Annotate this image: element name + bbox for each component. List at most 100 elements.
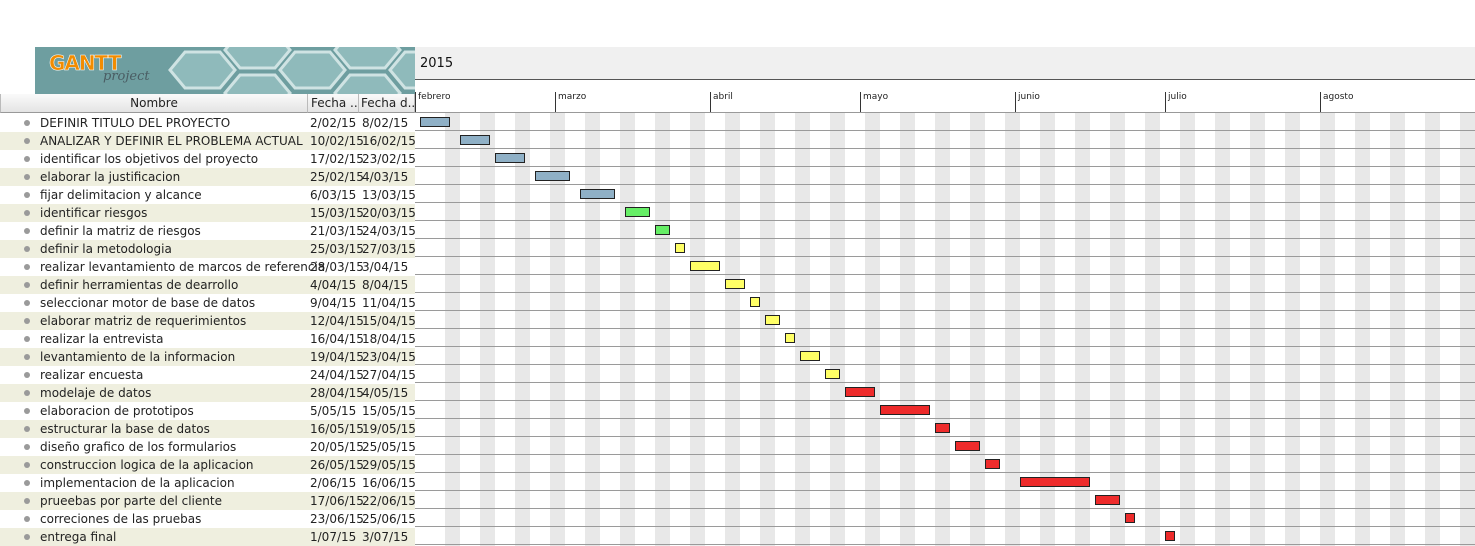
task-bar[interactable] xyxy=(845,387,875,397)
task-name: realizar encuesta xyxy=(40,368,144,382)
task-bullet-icon xyxy=(24,462,30,468)
weekend-band xyxy=(1425,113,1440,546)
task-bar[interactable] xyxy=(495,153,525,163)
task-name: implementacion de la aplicacion xyxy=(40,476,235,490)
task-row[interactable]: ANALIZAR Y DEFINIR EL PROBLEMA ACTUAL 10/… xyxy=(0,132,416,150)
task-row[interactable]: definir la metodologia 25/03/15 27/03/15 xyxy=(0,240,416,258)
task-bar[interactable] xyxy=(800,351,820,361)
task-bar[interactable] xyxy=(690,261,720,271)
weekend-band xyxy=(585,113,600,546)
task-bar[interactable] xyxy=(420,117,450,127)
task-row[interactable]: levantamiento de la informacion 19/04/15 2… xyxy=(0,348,416,366)
task-bar[interactable] xyxy=(625,207,650,217)
task-bar[interactable] xyxy=(1165,531,1175,541)
task-bar[interactable] xyxy=(580,189,615,199)
task-start-date: 28/03/15 xyxy=(310,260,364,274)
weekend-band xyxy=(480,113,495,546)
task-row[interactable]: identificar los objetivos del proyecto 17… xyxy=(0,150,416,168)
task-row[interactable]: diseño grafico de los formularios 20/05/1… xyxy=(0,438,416,456)
task-bar[interactable] xyxy=(725,279,745,289)
task-name: prueebas por parte del cliente xyxy=(40,494,222,508)
task-bullet-icon xyxy=(24,120,30,126)
month-label: junio xyxy=(1015,92,1040,112)
weekend-band xyxy=(1390,113,1405,546)
task-row[interactable]: prueebas por parte del cliente 17/06/15 22… xyxy=(0,492,416,510)
task-bullet-icon xyxy=(24,174,30,180)
weekend-band xyxy=(1320,113,1335,546)
task-name: correciones de las pruebas xyxy=(40,512,202,526)
task-end-date: 16/02/15 xyxy=(362,134,416,148)
task-bar[interactable] xyxy=(955,441,980,451)
task-row[interactable]: fijar delimitacion y alcance 6/03/15 13/03… xyxy=(0,186,416,204)
task-row[interactable]: realizar encuesta 24/04/15 27/04/15 xyxy=(0,366,416,384)
row-grid-line xyxy=(415,202,1475,203)
column-header-name[interactable]: Nombre xyxy=(0,94,308,113)
task-end-date: 15/04/15 xyxy=(362,314,416,328)
task-bar[interactable] xyxy=(750,297,760,307)
task-start-date: 9/04/15 xyxy=(310,296,357,310)
task-name: definir la matriz de riesgos xyxy=(40,224,201,238)
task-bar[interactable] xyxy=(535,171,570,181)
task-row[interactable]: elaboracion de prototipos 5/05/15 15/05/15 xyxy=(0,402,416,420)
task-bullet-icon xyxy=(24,156,30,162)
weekend-band xyxy=(935,113,950,546)
weekend-band xyxy=(1110,113,1125,546)
column-header-start[interactable]: Fecha ... xyxy=(308,94,359,113)
task-row[interactable]: definir la matriz de riesgos 21/03/15 24/0… xyxy=(0,222,416,240)
ganttproject-logo: GANTT project xyxy=(35,47,415,94)
task-bullet-icon xyxy=(24,444,30,450)
weekend-band xyxy=(830,113,845,546)
task-end-date: 3/07/15 xyxy=(362,530,409,544)
task-row[interactable]: modelaje de datos 28/04/15 4/05/15 xyxy=(0,384,415,402)
task-row[interactable]: construccion logica de la aplicacion 26/0… xyxy=(0,456,416,474)
task-name: DEFINIR TITULO DEL PROYECTO xyxy=(40,116,231,130)
task-row[interactable]: entrega final 1/07/15 3/07/15 xyxy=(0,528,415,546)
task-bar[interactable] xyxy=(785,333,795,343)
row-grid-line xyxy=(415,454,1475,455)
task-row[interactable]: identificar riesgos 15/03/15 20/03/15 xyxy=(0,204,416,222)
row-grid-line xyxy=(415,148,1475,149)
task-row[interactable]: elaborar matriz de requerimientos 12/04/1… xyxy=(0,312,416,330)
task-bar[interactable] xyxy=(985,459,1000,469)
task-row[interactable]: DEFINIR TITULO DEL PROYECTO 2/02/15 8/02/1… xyxy=(0,114,415,132)
task-bar[interactable] xyxy=(1125,513,1135,523)
weekend-band xyxy=(655,113,670,546)
column-header-end[interactable]: Fecha d... xyxy=(359,94,415,113)
task-bar[interactable] xyxy=(765,315,780,325)
task-row[interactable]: seleccionar motor de base de datos 9/04/1… xyxy=(0,294,416,312)
task-row[interactable]: definir herramientas de dearrollo 4/04/15… xyxy=(0,276,415,294)
task-name: identificar riesgos xyxy=(40,206,148,220)
gantt-chart-area[interactable] xyxy=(415,113,1475,546)
task-row[interactable]: correciones de las pruebas 23/06/15 25/06/… xyxy=(0,510,416,528)
task-bar[interactable] xyxy=(825,369,840,379)
weekend-band xyxy=(900,113,915,546)
task-bar[interactable] xyxy=(675,243,685,253)
task-bullet-icon xyxy=(24,336,30,342)
task-end-date: 18/04/15 xyxy=(362,332,416,346)
task-end-date: 8/04/15 xyxy=(362,278,409,292)
weekend-band xyxy=(970,113,985,546)
task-bar[interactable] xyxy=(935,423,950,433)
task-row[interactable]: implementacion de la aplicacion 2/06/15 16… xyxy=(0,474,416,492)
task-bar[interactable] xyxy=(460,135,490,145)
task-row[interactable]: elaborar la justificacion 25/02/15 4/03/15 xyxy=(0,168,415,186)
task-row[interactable]: realizar la entrevista 16/04/15 18/04/15 xyxy=(0,330,416,348)
task-bar[interactable] xyxy=(1095,495,1120,505)
task-start-date: 21/03/15 xyxy=(310,224,364,238)
task-bullet-icon xyxy=(24,138,30,144)
task-name: definir herramientas de dearrollo xyxy=(40,278,239,292)
row-grid-line xyxy=(415,310,1475,311)
weekend-band xyxy=(1215,113,1230,546)
task-bar[interactable] xyxy=(655,225,670,235)
task-row[interactable]: estructurar la base de datos 16/05/15 19/0… xyxy=(0,420,416,438)
task-row[interactable]: realizar levantamiento de marcos de refe… xyxy=(0,258,415,276)
task-end-date: 27/03/15 xyxy=(362,242,416,256)
task-start-date: 26/05/15 xyxy=(310,458,364,472)
task-name: modelaje de datos xyxy=(40,386,152,400)
task-bar[interactable] xyxy=(880,405,930,415)
task-start-date: 23/06/15 xyxy=(310,512,364,526)
task-end-date: 20/03/15 xyxy=(362,206,416,220)
task-bar[interactable] xyxy=(1020,477,1090,487)
task-start-date: 15/03/15 xyxy=(310,206,364,220)
row-grid-line xyxy=(415,508,1475,509)
